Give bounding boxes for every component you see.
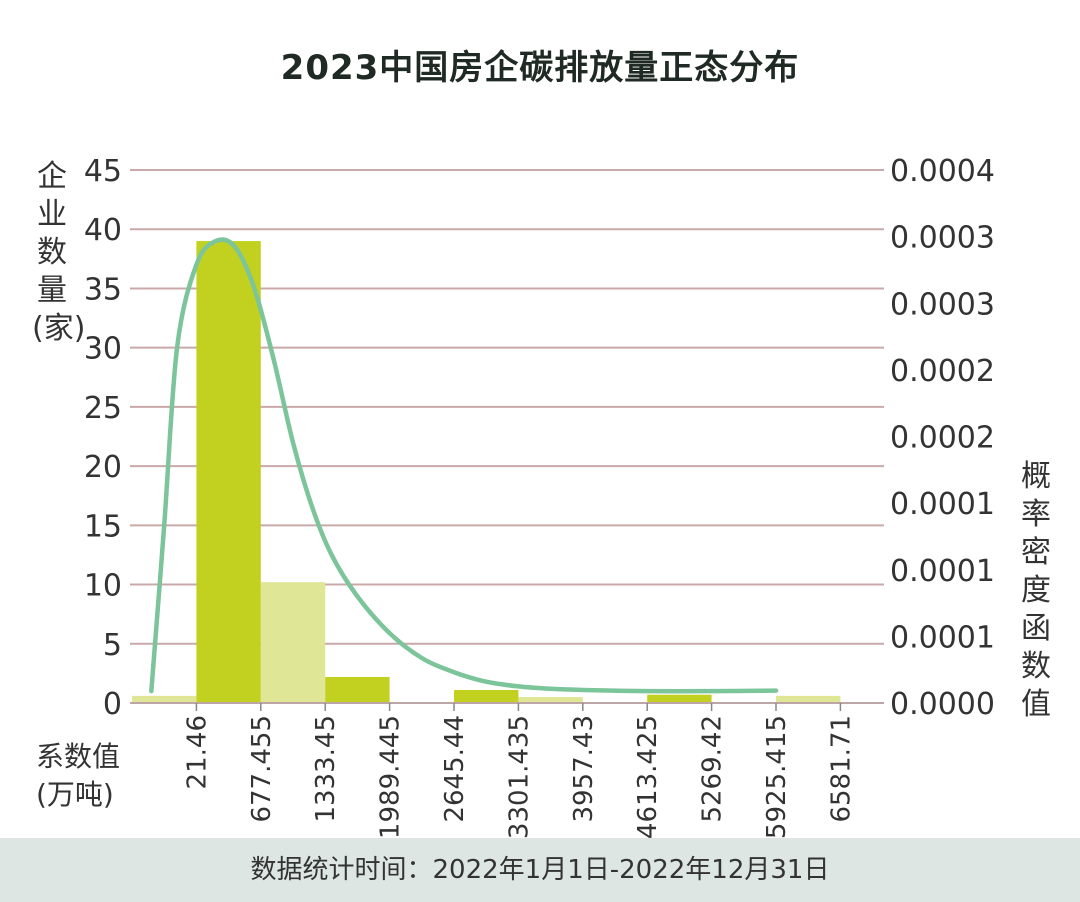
- y2-tick-label: 0.0000: [890, 687, 995, 722]
- x-tick-label: 4613.425: [633, 715, 663, 839]
- y-tick-label: 35: [84, 272, 122, 307]
- y2-tick-label: 0.0002: [890, 354, 995, 389]
- x-axis-label: 系数值(万吨): [36, 740, 121, 811]
- y2-axis-label: 概率密度函数值: [1021, 459, 1051, 722]
- histogram-bar: [260, 582, 326, 703]
- x-tick-label: 1989.445: [376, 715, 406, 839]
- histogram-bar: [518, 697, 583, 703]
- y-tick-label: 10: [84, 569, 122, 604]
- density-curve: [149, 237, 779, 694]
- chart-title: 2023中国房企碳排放量正态分布: [280, 48, 800, 88]
- y2-tick-label: 0.0003: [890, 221, 995, 256]
- histogram-bar: [196, 241, 261, 704]
- histogram-bar: [776, 695, 841, 703]
- footer-date-range: 数据统计时间：2022年1月1日-2022年12月31日: [0, 838, 1080, 902]
- y-tick-label: 20: [84, 450, 122, 485]
- y-tick-label: 45: [84, 154, 122, 189]
- x-tick-label: 1333.45: [311, 715, 341, 823]
- y2-tick-label: 0.0001: [890, 487, 995, 522]
- y2-tick-label: 0.0001: [890, 620, 995, 655]
- y2-tick-label: 0.0003: [890, 287, 995, 322]
- x-tick-label: 5925.415: [762, 715, 792, 839]
- x-tick-label: 2645.44: [440, 715, 470, 823]
- x-tick-label: 6581.71: [826, 715, 856, 823]
- y-tick-label: 25: [84, 391, 122, 426]
- histogram-bar: [454, 689, 519, 703]
- y2-tick-label: 0.0002: [890, 421, 995, 456]
- x-tick-label: 3301.435: [504, 715, 534, 839]
- histogram-bar: [132, 695, 197, 703]
- x-tick-label: 21.46: [182, 715, 212, 789]
- histogram-bar: [325, 676, 390, 703]
- y-tick-label: 0: [103, 687, 122, 722]
- y-tick-label: 30: [84, 332, 122, 367]
- histogram-bar: [647, 694, 712, 703]
- x-tick-label: 3957.43: [569, 715, 599, 823]
- y-tick-label: 15: [84, 509, 122, 544]
- x-tick-label: 5269.42: [698, 715, 728, 823]
- y2-tick-label: 0.0001: [890, 554, 995, 589]
- y-tick-label: 40: [84, 213, 122, 248]
- y-tick-label: 5: [103, 628, 122, 663]
- y-axis-label: 企业数量(家): [32, 159, 86, 346]
- y2-tick-label: 0.0004: [890, 154, 995, 189]
- x-tick-label: 677.455: [247, 715, 277, 823]
